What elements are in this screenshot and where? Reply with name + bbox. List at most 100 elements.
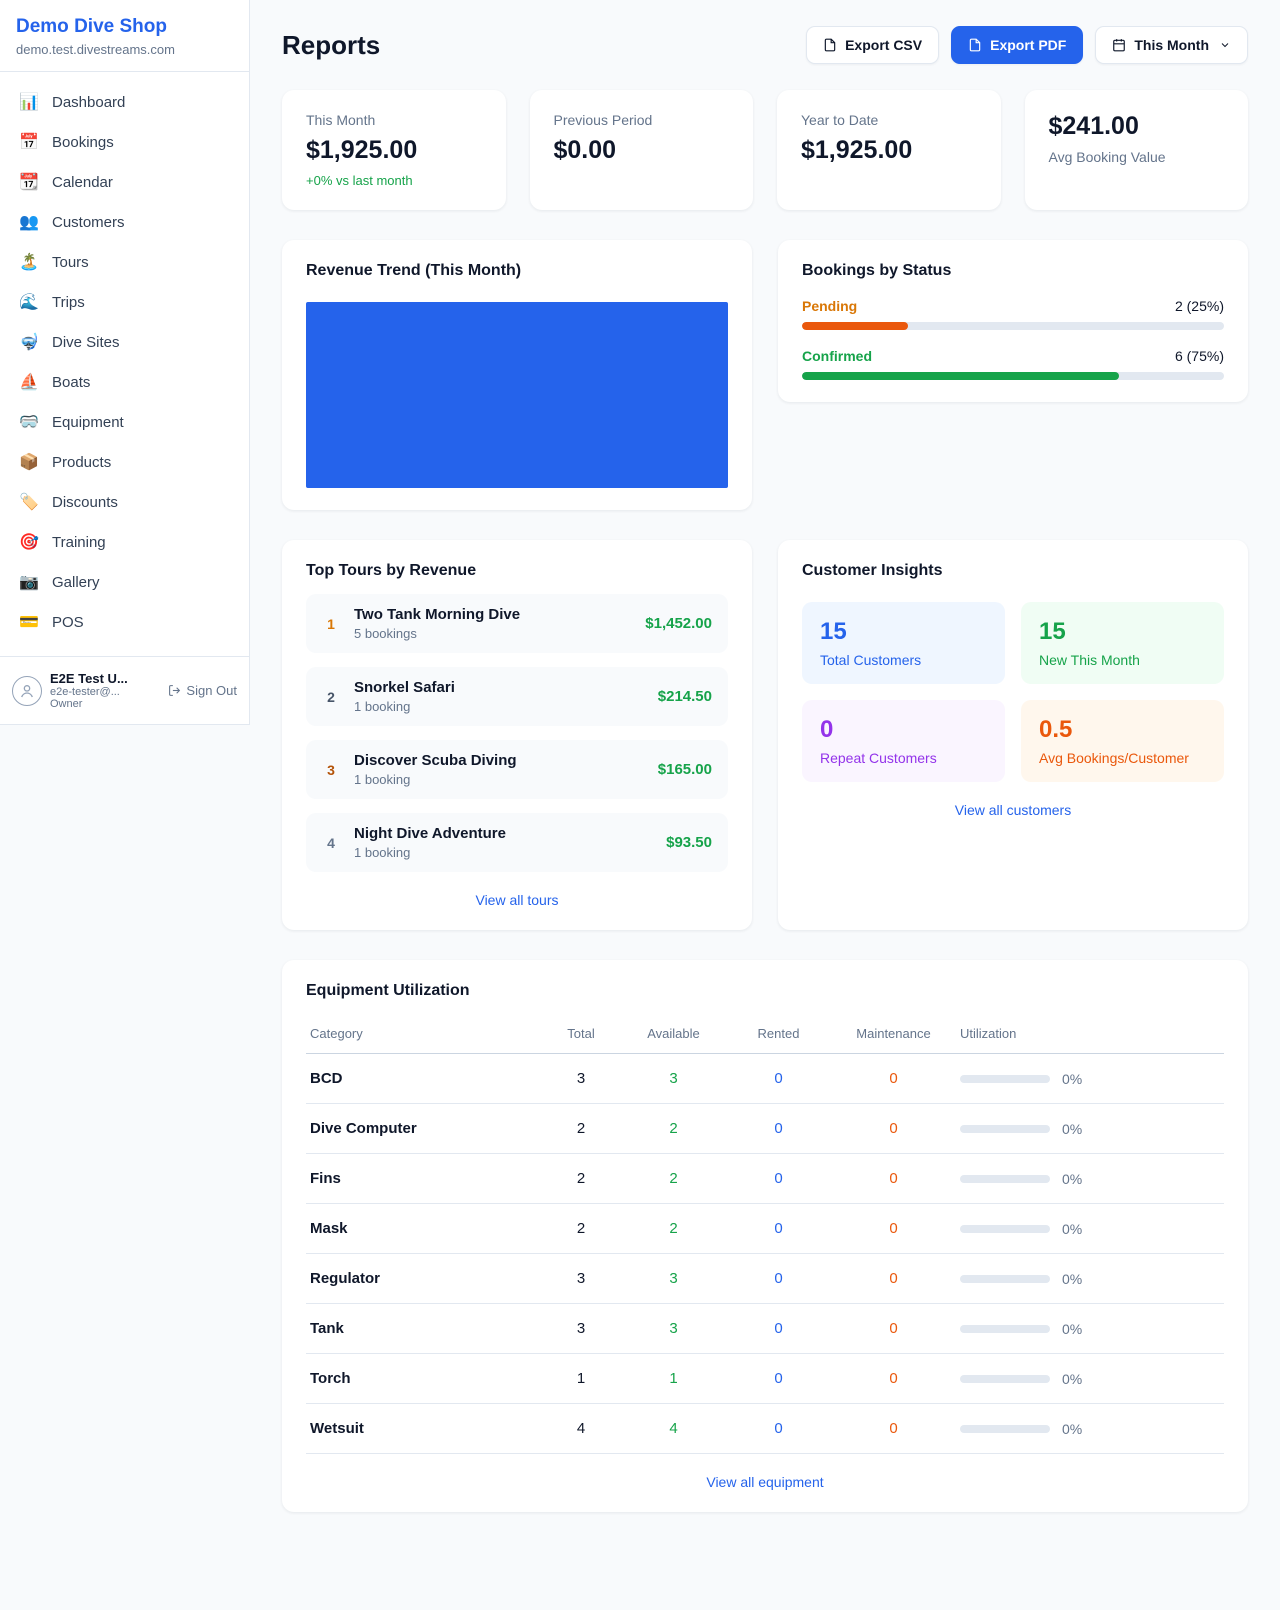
utilization-bar-track [960,1174,1050,1183]
tour-name: Night Dive Adventure [354,825,506,842]
equipment-maintenance: 0 [831,1203,956,1254]
tour-name: Snorkel Safari [354,679,455,696]
equipment-utilization-cell: 0% [956,1203,1224,1254]
discounts-icon: 🏷️ [19,494,39,511]
table-row: Fins 2 2 0 0 0% [306,1153,1224,1204]
pending-progress-track [802,322,1224,330]
utilization-percent: 0% [1062,1070,1083,1087]
sidebar-item-bookings[interactable]: 📅 Bookings [8,122,241,162]
equipment-available: 3 [621,1253,726,1304]
view-all-equipment-link[interactable]: View all equipment [706,1474,824,1490]
sidebar-item-pos[interactable]: 💳 POS [8,602,241,642]
equipment-category: Fins [306,1153,541,1204]
utilization-percent: 0% [1062,1370,1083,1387]
tile-label: New This Month [1039,652,1140,668]
status-row-pending: Pending 2 (25%) [802,298,1224,314]
stat-value: $1,925.00 [801,136,913,164]
tour-name: Two Tank Morning Dive [354,606,521,623]
equipment-total: 1 [541,1353,621,1404]
utilization-bar-track [960,1274,1050,1283]
equipment-total: 4 [541,1403,621,1454]
sidebar-item-label: Calendar [52,173,113,191]
tour-info: Snorkel Safari 1 booking [354,679,644,714]
utilization-percent: 0% [1062,1320,1083,1337]
equipment-rented: 0 [726,1303,831,1354]
calendar-icon [1113,39,1126,52]
sidebar-item-training[interactable]: 🎯 Training [8,522,241,562]
sidebar-item-label: Products [52,453,112,471]
sidebar-item-tours[interactable]: 🏝️ Tours [8,242,241,282]
sidebar-item-boats[interactable]: ⛵ Boats [8,362,241,402]
column-header: Available [621,1014,726,1054]
equipment-maintenance: 0 [831,1403,956,1454]
sidebar-item-dashboard[interactable]: 📊 Dashboard [8,82,241,122]
tile-value: 15 [1039,618,1066,645]
bookings-icon: 📅 [19,134,39,151]
utilization-bar-track [960,1324,1050,1333]
sidebar-item-calendar[interactable]: 📆 Calendar [8,162,241,202]
column-header: Utilization [956,1014,1224,1054]
view-all-tours-link[interactable]: View all tours [475,892,559,908]
stat-label: Year to Date [801,112,879,128]
sidebar-item-trips[interactable]: 🌊 Trips [8,282,241,322]
user-meta: E2E Test U... e2e-tester@... Owner [50,671,160,710]
equipment-available: 4 [621,1403,726,1454]
dive-sites-icon: 🤿 [19,334,39,351]
utilization-bar-track [960,1374,1050,1383]
user-email: e2e-tester@... [50,686,120,698]
stat-card-year-to-date: Year to Date $1,925.00 [777,90,1001,210]
tour-rank: 3 [327,761,335,778]
stat-label: Avg Booking Value [1048,149,1166,165]
tour-info: Night Dive Adventure 1 booking [354,825,652,860]
export-csv-button[interactable]: Export CSV [806,26,940,64]
sidebar-item-customers[interactable]: 👥 Customers [8,202,241,242]
sidebar-item-label: Equipment [52,413,124,431]
stat-value: $0.00 [553,136,617,164]
tour-rank: 4 [327,834,335,851]
page-title: Reports [282,29,381,60]
shop-header: Demo Dive Shop demo.test.divestreams.com [0,0,249,72]
sidebar-item-dive-sites[interactable]: 🤿 Dive Sites [8,322,241,362]
charts-row: Revenue Trend (This Month) Bookings by S… [282,240,1248,510]
status-label-confirmed: Confirmed [802,348,872,364]
view-all-customers-link[interactable]: View all customers [954,802,1072,818]
tours-icon: 🏝️ [19,254,39,271]
equipment-category: Tank [306,1303,541,1354]
equipment-total: 3 [541,1303,621,1354]
tour-revenue: $214.50 [657,688,712,705]
sign-out-button[interactable]: Sign Out [168,683,237,698]
sidebar-item-label: Trips [52,293,85,311]
training-icon: 🎯 [19,534,39,551]
period-selector-dropdown[interactable]: This Month [1095,26,1248,64]
equipment-available: 2 [621,1203,726,1254]
confirmed-progress-track [802,372,1224,380]
equipment-rented: 0 [726,1153,831,1204]
tile-new-this-month: 15 New This Month [1021,602,1224,684]
tile-label: Repeat Customers [820,750,937,766]
sidebar-item-label: Bookings [52,133,114,151]
revenue-trend-card: Revenue Trend (This Month) [282,240,752,510]
tour-info: Discover Scuba Diving 1 booking [354,752,644,787]
user-role: Owner [50,698,83,710]
sign-out-icon [169,685,181,696]
sidebar-item-equipment[interactable]: 🥽 Equipment [8,402,241,442]
customer-insights-title: Customer Insights [802,562,943,579]
equipment-maintenance: 0 [831,1253,956,1304]
stat-card-previous-period: Previous Period $0.00 [529,90,753,210]
equipment-utilization-cell: 0% [956,1053,1224,1104]
document-icon [824,38,836,52]
equipment-table: Category Total Available Rented Maintena… [306,1014,1224,1454]
utilization-bar-track [960,1074,1050,1083]
revenue-bar [306,302,728,488]
equipment-category: Mask [306,1203,541,1254]
table-row: Mask 2 2 0 0 0% [306,1203,1224,1254]
sidebar-item-discounts[interactable]: 🏷️ Discounts [8,482,241,522]
sidebar-nav: 📊 Dashboard 📅 Bookings 📆 Calendar 👥 Cust… [0,72,249,656]
sidebar-item-gallery[interactable]: 📷 Gallery [8,562,241,602]
boats-icon: ⛵ [19,374,39,391]
equipment-utilization-cell: 0% [956,1103,1224,1154]
export-pdf-button[interactable]: Export PDF [951,26,1084,64]
sidebar-item-products[interactable]: 📦 Products [8,442,241,482]
tile-value: 15 [820,618,847,645]
utilization-percent: 0% [1062,1170,1083,1187]
